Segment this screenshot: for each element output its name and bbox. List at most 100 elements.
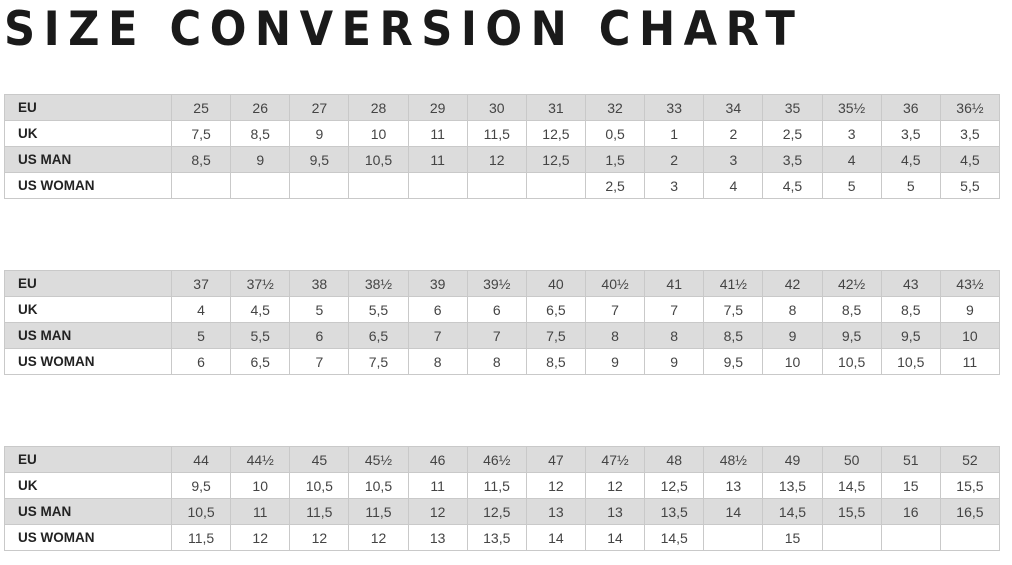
size-cell: 6	[466, 296, 527, 323]
size-cell: 4	[821, 146, 882, 173]
size-cell: 8,5	[821, 296, 882, 323]
size-cell: 4	[703, 172, 764, 199]
size-cell: 12,5	[644, 472, 705, 499]
size-cell: 13	[703, 472, 764, 499]
row-label: US MAN	[4, 146, 172, 173]
size-cell: 35	[762, 94, 823, 121]
size-cell: 39	[407, 270, 468, 297]
size-cell: 46	[407, 446, 468, 473]
size-cell: 39½	[466, 270, 527, 297]
size-cell: 12,5	[525, 120, 586, 147]
size-cell: 48½	[703, 446, 764, 473]
size-cell: 3	[644, 172, 705, 199]
size-cell: 32	[584, 94, 646, 121]
size-cell: 35½	[821, 94, 882, 121]
row-label: US MAN	[4, 322, 172, 349]
size-cell: 36	[880, 94, 941, 121]
size-cell: 5	[170, 322, 232, 349]
size-cell: 11	[407, 472, 468, 499]
size-cell: 14	[525, 524, 586, 551]
uk-row: UK 9,5 10 10,5 10,5 11 11,5 12 12 12,5 13 13,5 14,5 1…	[4, 472, 1001, 499]
size-cell: 11	[939, 348, 1001, 375]
eu-row: EU 25 26 27 28 29 30 31 32 33 34 35 35½ 36 36½	[4, 94, 1001, 121]
size-cell: 12	[348, 524, 409, 551]
size-cell: 37½	[230, 270, 291, 297]
eu-row: EU 44 44½ 45 45½ 46 46½ 47 47½ 48 48½ 49 50 51 52	[4, 446, 1001, 473]
size-cell: 7	[407, 322, 468, 349]
size-cell: 9	[762, 322, 823, 349]
size-cell: 30	[466, 94, 527, 121]
size-cell: 2	[644, 146, 705, 173]
size-cell: 3,5	[762, 146, 823, 173]
size-cell: 48	[644, 446, 705, 473]
size-cell: 0,5	[584, 120, 646, 147]
size-cell: 8,5	[880, 296, 941, 323]
size-cell: 15	[880, 472, 941, 499]
size-cell: 7,5	[170, 120, 232, 147]
size-cell: 3	[703, 146, 764, 173]
size-cell	[289, 172, 350, 199]
size-cell: 29	[407, 94, 468, 121]
size-cell: 43	[880, 270, 941, 297]
size-cell: 3,5	[880, 120, 941, 147]
size-cell: 9,5	[170, 472, 232, 499]
size-cell: 12	[466, 146, 527, 173]
size-cell: 7,5	[525, 322, 586, 349]
size-table-3: EU 44 44½ 45 45½ 46 46½ 47 47½ 48 48½ 49 50 51 52 UK 9,5…	[4, 446, 1001, 551]
row-label: UK	[4, 472, 172, 499]
size-cell: 15,5	[939, 472, 1001, 499]
size-cell: 10	[939, 322, 1001, 349]
size-cell: 40½	[584, 270, 646, 297]
size-cell: 4,5	[939, 146, 1001, 173]
size-cell: 12	[584, 472, 646, 499]
size-cell: 38½	[348, 270, 409, 297]
size-cell: 6	[407, 296, 468, 323]
size-cell: 13,5	[644, 498, 705, 525]
size-cell: 7	[644, 296, 705, 323]
size-cell: 27	[289, 94, 350, 121]
size-cell: 14,5	[821, 472, 882, 499]
size-cell: 8	[762, 296, 823, 323]
size-cell	[880, 524, 941, 551]
size-cell: 12	[525, 472, 586, 499]
size-cell: 10,5	[821, 348, 882, 375]
size-cell: 5	[821, 172, 882, 199]
size-cell: 15	[762, 524, 823, 551]
size-cell: 13	[525, 498, 586, 525]
size-cell: 4,5	[880, 146, 941, 173]
row-label: US WOMAN	[4, 524, 172, 551]
size-cell: 41½	[703, 270, 764, 297]
size-cell: 36½	[939, 94, 1001, 121]
row-label: UK	[4, 296, 172, 323]
us-man-row: US MAN 8,5 9 9,5 10,5 11 12 12,5 1,5 2 3 3,5 4 4,5 4,5	[4, 146, 1001, 173]
size-cell: 12,5	[525, 146, 586, 173]
size-cell: 12,5	[466, 498, 527, 525]
size-cell: 12	[230, 524, 291, 551]
size-cell: 8	[466, 348, 527, 375]
row-label: US MAN	[4, 498, 172, 525]
size-cell: 10,5	[170, 498, 232, 525]
size-cell	[466, 172, 527, 199]
us-woman-row: US WOMAN 6 6,5 7 7,5 8 8 8,5 9 9 9,5 10 10,5 10,5 11	[4, 348, 1001, 375]
size-cell	[170, 172, 232, 199]
row-label: EU	[4, 270, 172, 297]
row-label: EU	[4, 94, 172, 121]
size-cell	[939, 524, 1001, 551]
size-cell: 31	[525, 94, 586, 121]
size-cell: 6,5	[230, 348, 291, 375]
size-cell: 11,5	[289, 498, 350, 525]
size-cell	[348, 172, 409, 199]
size-cell	[525, 172, 586, 199]
size-cell: 3,5	[939, 120, 1001, 147]
size-cell: 2,5	[762, 120, 823, 147]
size-cell: 49	[762, 446, 823, 473]
size-cell: 9,5	[880, 322, 941, 349]
size-cell: 34	[703, 94, 764, 121]
size-cell: 14	[703, 498, 764, 525]
size-cell: 9,5	[703, 348, 764, 375]
size-cell: 47½	[584, 446, 646, 473]
size-cell: 6,5	[348, 322, 409, 349]
page-title: SIZE CONVERSION CHART	[4, 2, 804, 57]
size-cell: 13	[407, 524, 468, 551]
size-cell: 5	[880, 172, 941, 199]
